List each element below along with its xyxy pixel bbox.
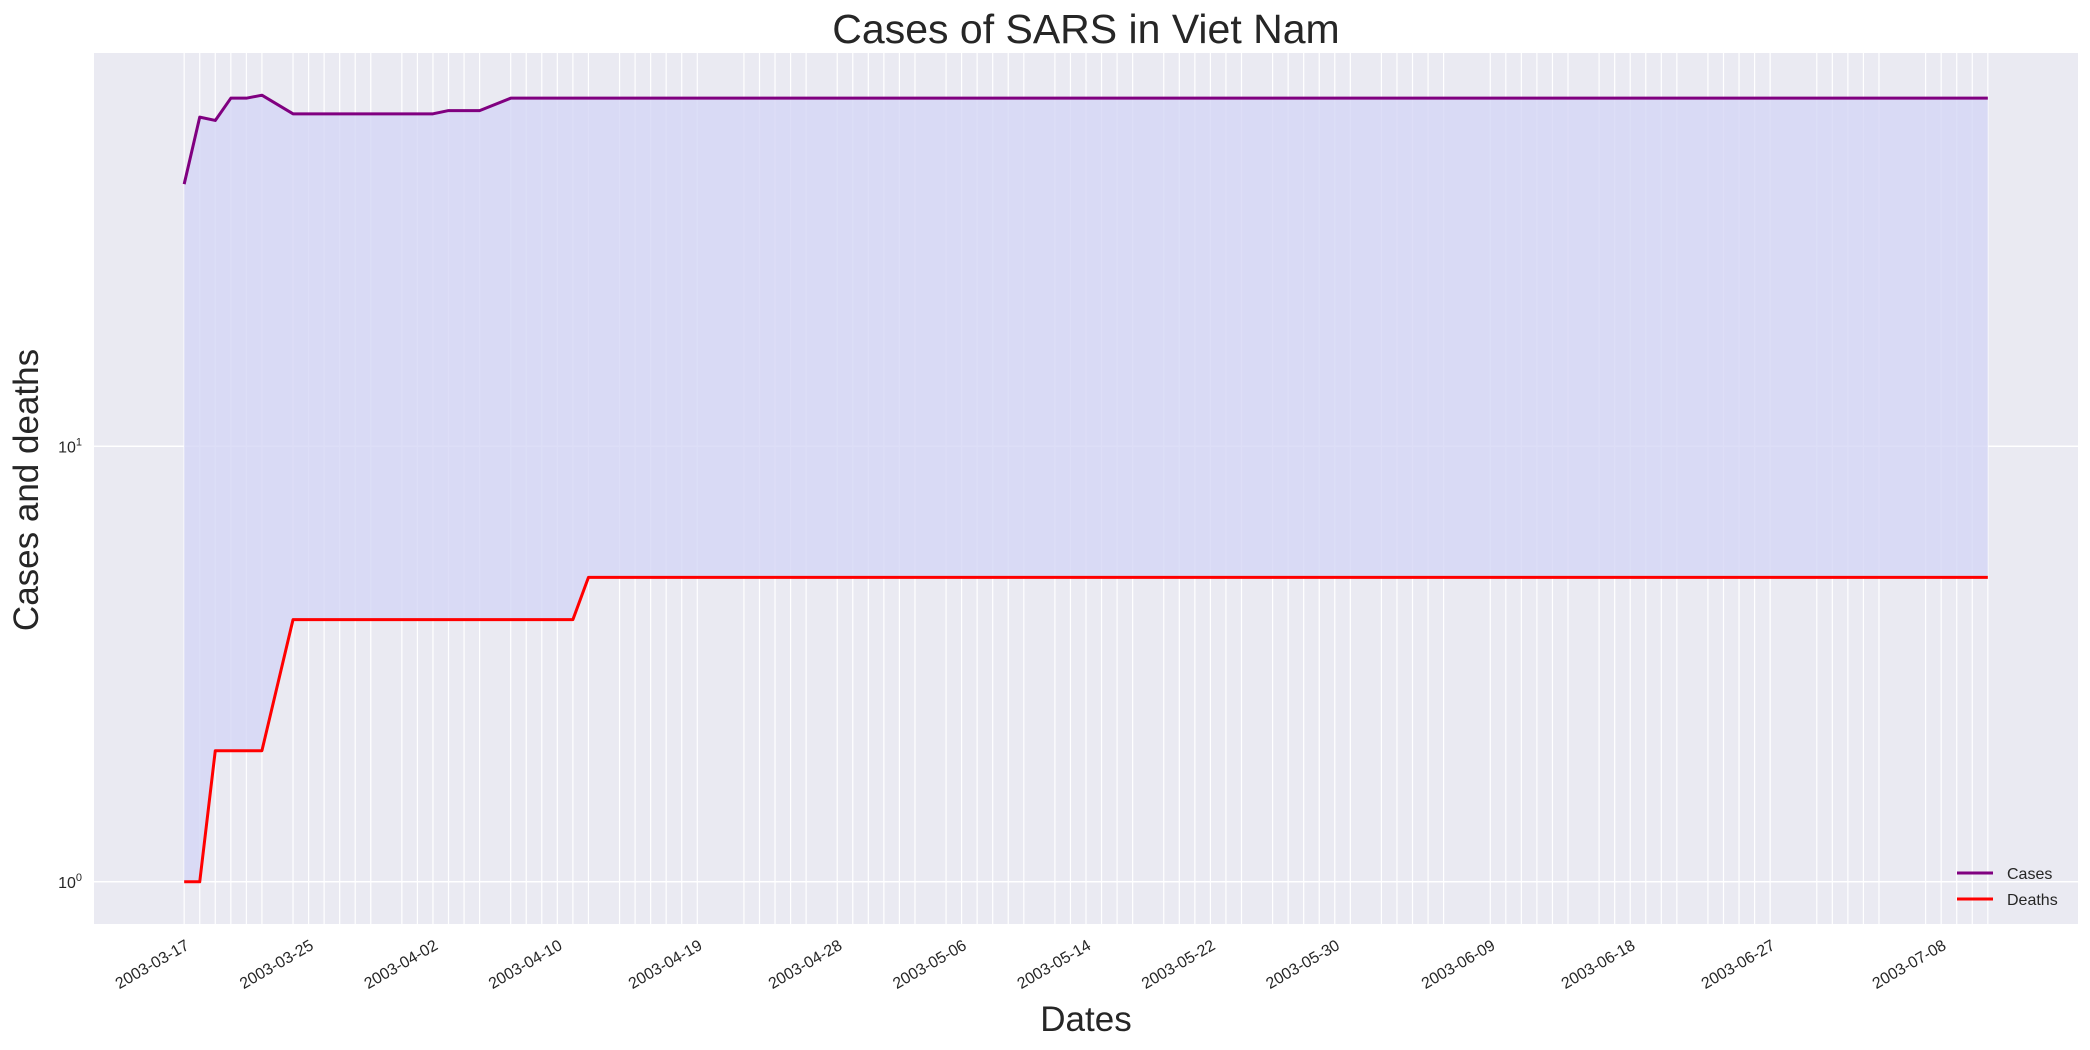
x-axis-label: Dates: [1040, 1000, 1131, 1039]
y-axis-label: Cases and deaths: [7, 349, 46, 631]
x-tick-label: 2003-05-14: [1015, 937, 1094, 993]
x-tick-label: 2003-03-25: [237, 937, 316, 993]
series-line-deaths: [184, 575, 1988, 884]
legend: Cases Deaths: [1957, 866, 2058, 909]
y-tick-label: 101: [58, 436, 82, 456]
x-tick-label: 2003-06-18: [1559, 937, 1638, 993]
x-tick-label: 2003-05-06: [890, 937, 969, 993]
x-tick-label: 2003-06-27: [1699, 937, 1778, 993]
series-lines: [182, 93, 1988, 884]
x-tick-label: 2003-04-10: [486, 937, 565, 993]
y-tick-labels: 100 101: [58, 436, 82, 892]
chart-title: Cases of SARS in Viet Nam: [832, 6, 1339, 52]
y-tick-label: 100: [58, 872, 82, 892]
x-tick-label: 2003-07-08: [1870, 937, 1949, 993]
legend-label-cases: Cases: [2007, 866, 2052, 883]
x-tick-label: 2003-05-22: [1139, 937, 1218, 993]
legend-label-deaths: Deaths: [2007, 892, 2058, 909]
x-tick-labels: 2003-03-17 2003-03-25 2003-04-02 2003-04-10…: [113, 937, 1949, 993]
x-tick-label: 2003-04-19: [626, 937, 705, 993]
x-tick-label: 2003-04-28: [766, 937, 845, 993]
x-tick-label: 2003-05-30: [1263, 937, 1342, 993]
series-line-cases: [182, 93, 1988, 185]
x-tick-label: 2003-04-02: [362, 937, 441, 993]
x-tick-label: 2003-03-17: [113, 937, 192, 993]
x-tick-label: 2003-06-09: [1419, 937, 1498, 993]
cases-deaths-fill-area: [184, 95, 1988, 882]
